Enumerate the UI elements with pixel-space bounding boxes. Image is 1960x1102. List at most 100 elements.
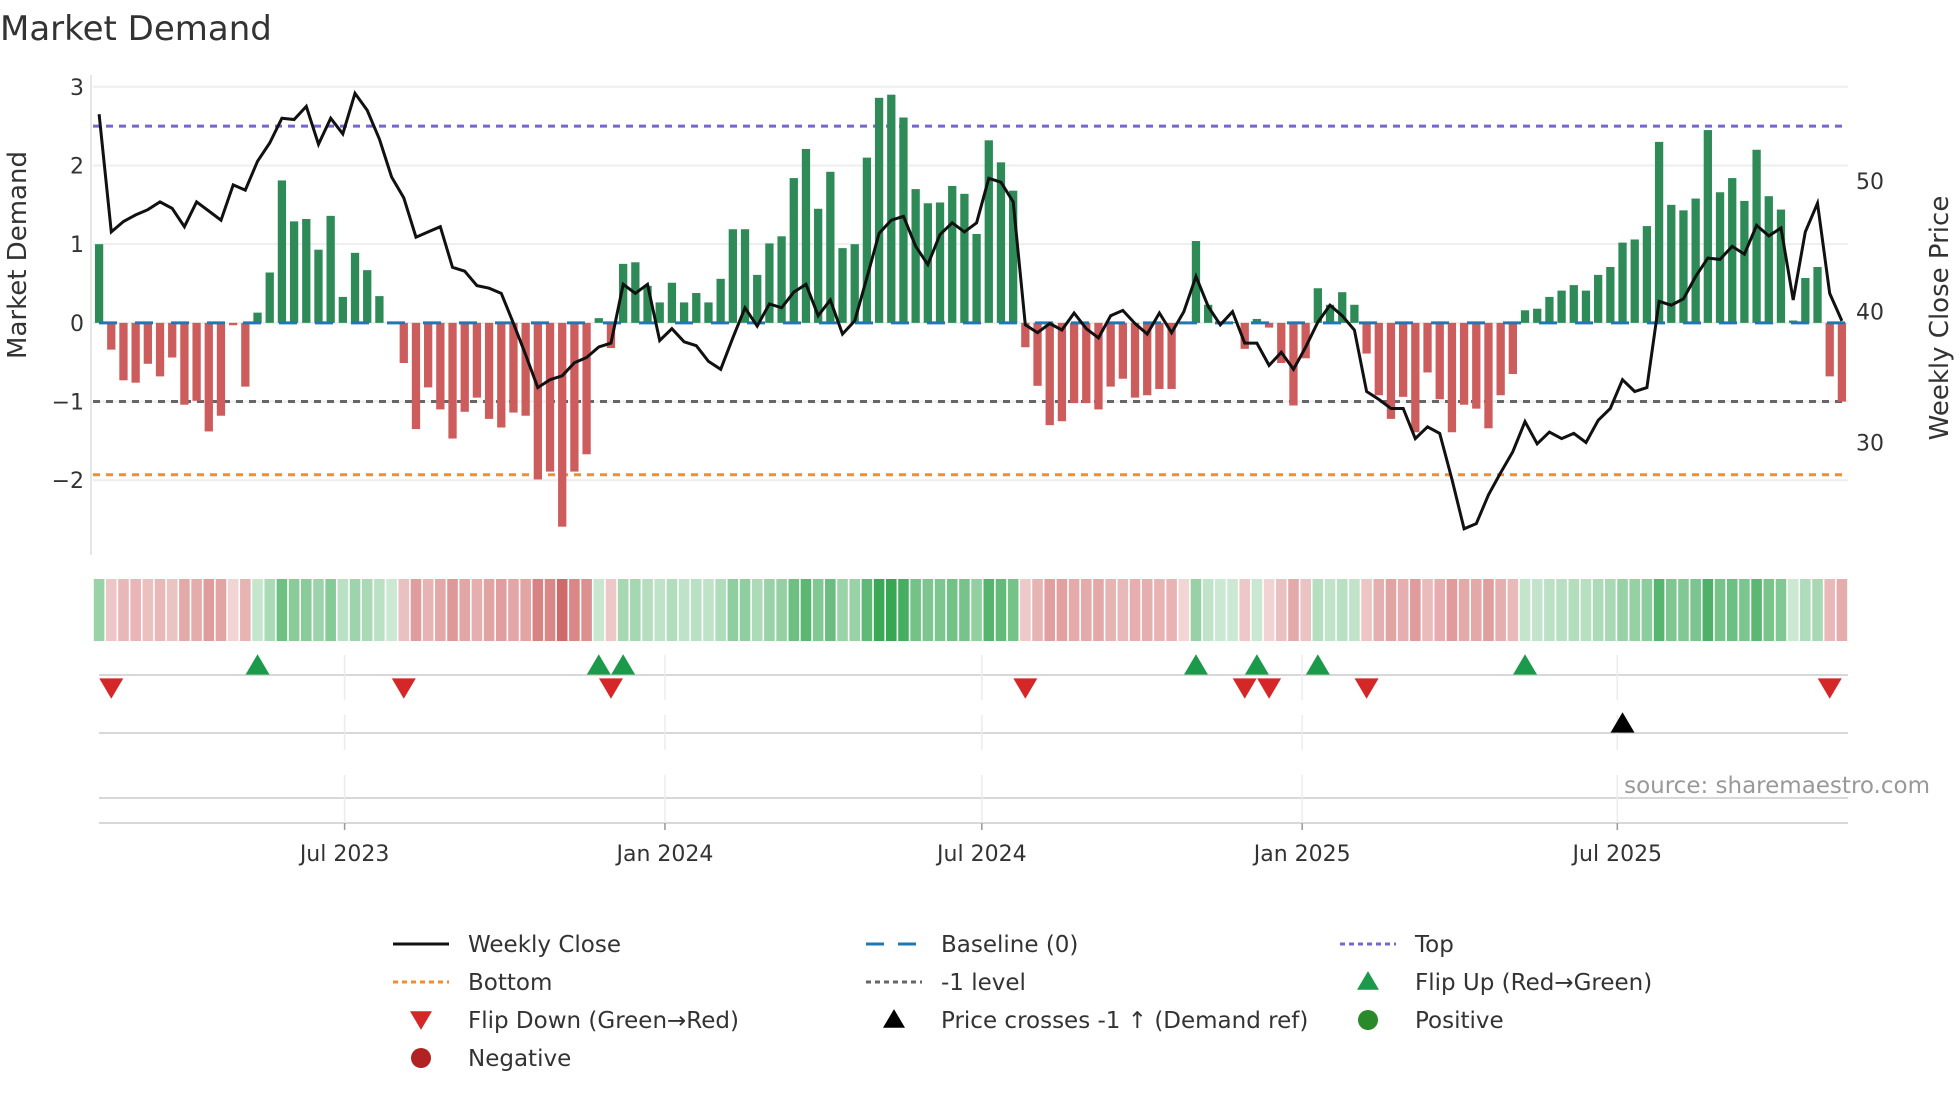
heat-cell [1129,579,1141,641]
demand-bar-negative [229,322,238,326]
heat-cell [861,579,873,641]
price-line-group [97,89,1844,531]
heat-cell [825,579,836,641]
heat-cell [142,579,154,641]
x-tick-label: Jul 2023 [298,842,390,867]
legend-item: Negative [411,1046,571,1072]
heat-cell [849,579,861,641]
heat-cell [654,579,666,641]
demand-bar-negative [570,322,579,472]
demand-bar-negative [1264,322,1274,328]
heat-cell [1690,579,1701,641]
demand-bar-negative [1045,322,1054,426]
demand-bar-positive [1642,226,1652,323]
flip-down-marker [1232,678,1257,699]
heat-cell [569,579,580,641]
heat-cell [1166,579,1177,641]
demand-bar-negative [1362,322,1371,354]
demand-bar-positive [1667,204,1676,323]
demand-bar-negative [1301,322,1310,359]
heat-cell [276,579,288,641]
demand-bar-positive [874,97,884,323]
y-right-tick-label: 50 [1856,170,1884,195]
demand-bar-positive [1801,278,1810,323]
heat-cell [873,579,885,641]
y-right-tick-label: 30 [1856,432,1884,457]
demand-bar-positive [667,282,677,323]
demand-bar-positive [350,252,360,323]
chart-title: Market Demand [0,9,272,49]
demand-bar-positive [679,302,689,323]
x-tick-label: Jan 2025 [1252,842,1351,867]
demand-bars [94,94,1848,527]
demand-heat-strip [93,579,1848,641]
demand-bar-positive [594,318,603,323]
heat-cell [203,579,215,641]
demand-bar-negative [168,322,177,358]
flip-down-marker [1817,678,1842,699]
demand-bar-positive [960,193,969,323]
flip-up-marker [586,654,611,675]
heat-cell [1020,579,1031,641]
demand-bar-negative [399,322,408,363]
heat-cell [971,579,982,641]
flip-up-marker [1244,654,1269,675]
demand-bar-negative [533,322,542,480]
heat-cell [1202,579,1214,641]
heat-cell [739,579,751,641]
heat-cell [1568,579,1580,641]
legend-label: Top [1414,932,1454,958]
heat-cell [630,579,641,641]
heat-cell [1787,579,1799,641]
signal-rows [99,654,1848,830]
demand-bar-positive [1618,242,1627,323]
heat-cell [447,579,458,641]
heat-cell [1275,579,1287,641]
legend-label: Weekly Close [468,932,621,958]
heat-cell [179,579,190,641]
heat-cell [1080,579,1092,641]
x-axis: Jul 2023 Jan 2024 Jul 2024 Jan 2025 Jul 2025 [298,842,1662,867]
heat-cell [666,579,678,641]
demand-bar-positive [948,185,957,323]
heat-cell [642,579,653,641]
demand-bar-negative [460,322,469,412]
demand-bar-negative [1399,322,1408,397]
demand-bar-positive [655,302,664,323]
legend-item: Baseline (0) [866,932,1078,958]
demand-bar-negative [204,322,213,432]
heat-cell [959,579,970,641]
demand-bar-positive [1252,318,1262,323]
heat-cell [727,579,739,641]
demand-bar-positive [996,162,1006,323]
heat-cell [1739,579,1750,641]
heat-cell [995,579,1007,641]
heat-cell [1361,579,1372,641]
y-axis-label-right: Weekly Close Price [1925,196,1955,441]
demand-bar-positive [1325,304,1335,323]
legend: Weekly Close Baseline (0) Top Bottom -1 leve… [393,932,1652,1072]
demand-bar-positive [1813,267,1822,323]
heat-cell [1105,579,1116,641]
demand-bar-negative [1837,322,1847,402]
demand-bar-positive [1204,304,1213,323]
demand-bar-positive [911,189,920,323]
legend-label: Price crosses -1 ↑ (Demand ref) [941,1008,1308,1034]
heat-cell [422,579,434,641]
y-axis-left: 3 2 1 0 −1 −2 [52,76,84,494]
demand-bar-negative [1386,322,1396,419]
legend-item: Flip Down (Green→Red) [410,1008,739,1034]
heat-cell [593,579,605,641]
legend-label: Bottom [468,970,552,996]
heat-cell [837,579,848,641]
legend-item: Price crosses -1 ↑ (Demand ref) [883,1008,1308,1034]
demand-bar-negative [1496,322,1505,396]
demand-bar-positive [765,243,774,323]
weekly-close-line [97,89,1844,531]
flip-up-marker [1305,654,1330,675]
demand-bar-negative [1069,322,1079,404]
heat-cell [1044,579,1056,641]
demand-bar-positive [1654,141,1664,323]
demand-bar-positive [704,302,713,323]
demand-bar-positive [740,229,750,323]
